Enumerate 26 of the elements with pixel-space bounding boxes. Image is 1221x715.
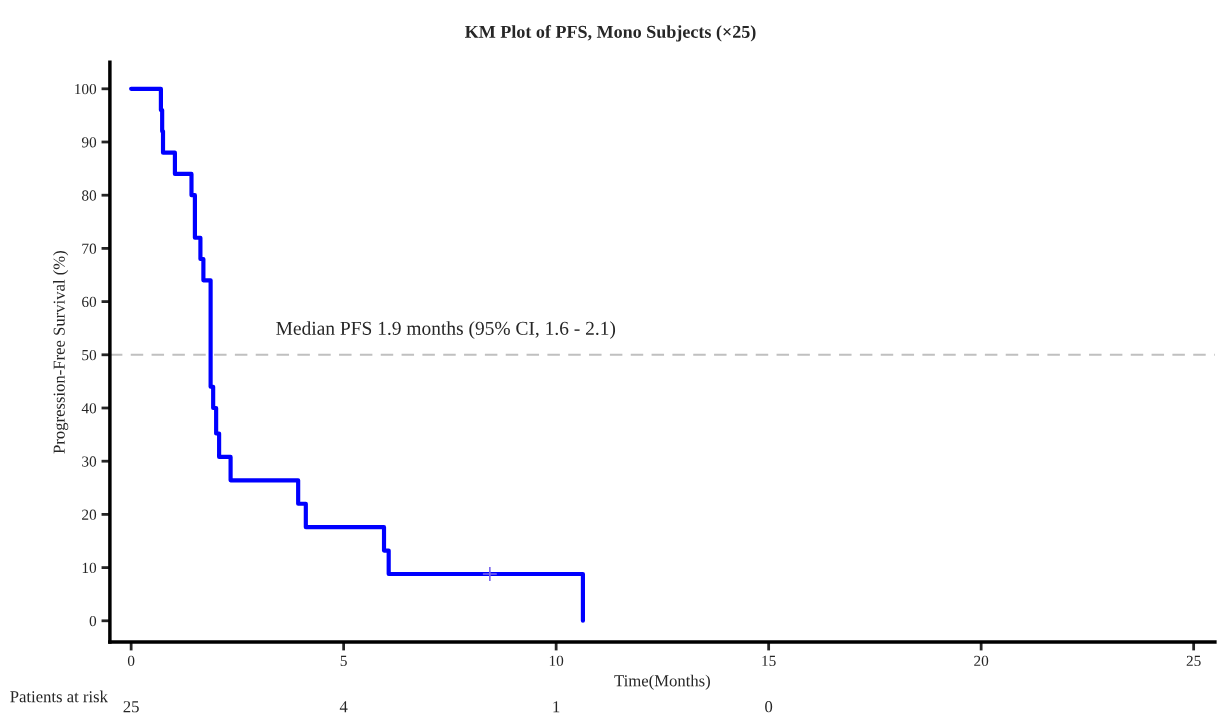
y-tick-label: 20: [82, 509, 97, 520]
y-tick-label: 50: [82, 349, 97, 361]
text: 0: [765, 701, 773, 713]
ref-line-label: Median PFS 1.9 months (95% CI, 1.6 - 2.1): [276, 321, 616, 339]
x-tick-label: 0: [127, 655, 135, 667]
x-tick-label: 15: [762, 655, 776, 667]
text: Patients at risk: [10, 690, 108, 703]
x-tick-label: 20: [974, 655, 989, 667]
x-tick-label: 5: [340, 655, 347, 667]
y-tick-label: 40: [81, 403, 97, 414]
y-tick-label: 10: [82, 562, 97, 574]
text: 25: [123, 701, 139, 713]
y-tick-label: 100: [75, 83, 97, 95]
text: 1: [553, 701, 560, 713]
y-tick-label: 60: [82, 296, 97, 308]
y-tick-label: 30: [82, 456, 97, 467]
y-tick-label: 90: [81, 137, 97, 148]
x-axis-title: Time(Months): [614, 674, 710, 690]
text: 4: [339, 701, 348, 713]
y-tick-label: 0: [89, 615, 97, 627]
x-tick-label: 10: [549, 655, 564, 667]
y-tick-label: 70: [82, 243, 97, 254]
y-tick-label: 80: [82, 190, 97, 201]
chart-title: KM Plot of PFS, Mono Subjects (×25): [465, 25, 756, 42]
x-tick-label: 25: [1186, 655, 1201, 667]
y-axis-title: Progression-Free Survival (%): [53, 251, 69, 454]
